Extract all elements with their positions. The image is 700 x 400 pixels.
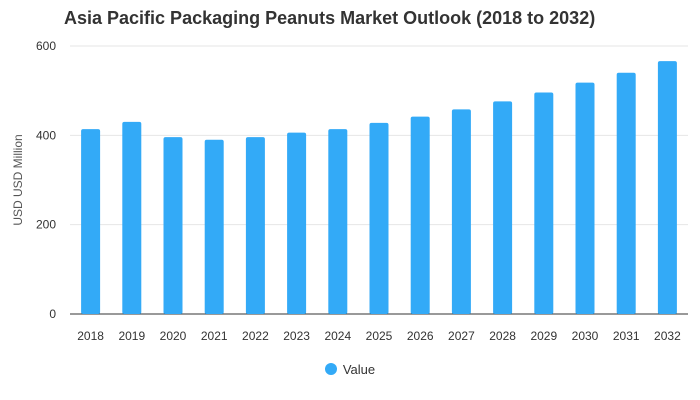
x-tick-label: 2029 — [530, 329, 557, 343]
x-tick-label: 2020 — [160, 329, 187, 343]
y-axis-ticks: 0 200 400 600 — [36, 39, 56, 321]
x-tick-label: 2018 — [77, 329, 104, 343]
bar-2021 — [204, 139, 224, 314]
bar-2027 — [451, 109, 471, 314]
y-tick-label: 600 — [36, 39, 56, 53]
y-tick-label: 0 — [49, 307, 56, 321]
legend-label: Value — [342, 362, 376, 377]
y-tick-label: 400 — [36, 128, 56, 142]
x-tick-label: 2023 — [283, 329, 310, 343]
bar-2032 — [657, 61, 677, 314]
y-tick-label: 200 — [36, 218, 56, 232]
bar-2018 — [81, 129, 101, 314]
x-tick-label: 2030 — [572, 329, 599, 343]
x-tick-label: 2022 — [242, 329, 269, 343]
bar-2023 — [287, 132, 307, 314]
bar-2022 — [245, 137, 265, 314]
x-tick-label: 2021 — [201, 329, 228, 343]
bar-2028 — [493, 101, 513, 315]
x-tick-label: 2024 — [324, 329, 351, 343]
legend: Value — [0, 362, 700, 377]
bar-2026 — [410, 116, 430, 314]
x-axis-ticks: 2018 2019 2020 2021 2022 2023 2024 2025 2026 2027… — [77, 329, 681, 343]
x-tick-label: 2027 — [448, 329, 475, 343]
x-tick-label: 2028 — [489, 329, 516, 343]
x-tick-label: 2026 — [407, 329, 434, 343]
x-tick-label: 2019 — [118, 329, 145, 343]
bar-2025 — [369, 122, 389, 315]
x-tick-label: 2031 — [613, 329, 640, 343]
chart-title: Asia Pacific Packaging Peanuts Market Ou… — [64, 8, 596, 28]
legend-swatch — [324, 363, 337, 375]
bars — [81, 61, 677, 315]
y-axis-label: USD USD Million — [11, 134, 25, 225]
bar-2031 — [616, 72, 636, 314]
x-tick-label: 2032 — [654, 329, 681, 343]
bar-2030 — [575, 82, 595, 314]
bar-2029 — [534, 92, 554, 314]
bar-2020 — [163, 137, 183, 314]
bar-2019 — [122, 121, 142, 314]
x-tick-label: 2025 — [366, 329, 393, 343]
bar-2024 — [328, 129, 348, 314]
